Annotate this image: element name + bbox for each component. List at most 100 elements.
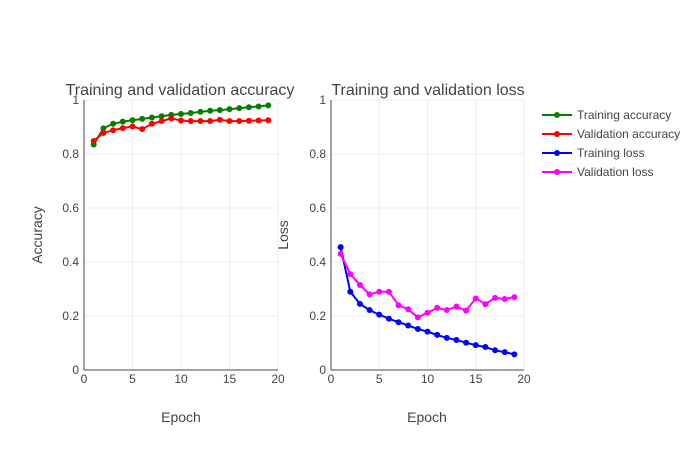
validation-accuracy-point (265, 117, 272, 124)
training-loss-point (337, 244, 344, 251)
validation-loss-point (405, 306, 412, 313)
accuracy-x-tick-label: 0 (81, 372, 88, 386)
accuracy-y-axis-label: Accuracy (29, 206, 45, 264)
validation-accuracy-point (207, 118, 214, 125)
training-accuracy-point (148, 114, 155, 121)
training-loss-point (492, 347, 499, 354)
accuracy-x-tick-label: 10 (174, 372, 188, 386)
validation-loss-point (511, 294, 518, 301)
validation-loss-point (434, 304, 441, 311)
legend-label: Validation loss (577, 165, 654, 179)
validation-accuracy-point (178, 117, 184, 124)
validation-loss-point (395, 302, 402, 309)
loss-y-axis-label: Loss (275, 220, 291, 250)
validation-accuracy-point (90, 138, 97, 145)
loss-x-tick-label: 15 (469, 372, 483, 386)
accuracy-x-tick-label: 5 (129, 372, 136, 386)
legend-swatch-marker (554, 169, 560, 175)
validation-accuracy-point (216, 116, 223, 123)
validation-loss-point (414, 314, 421, 321)
validation-accuracy-point (187, 118, 194, 125)
training-accuracy-point (129, 117, 136, 124)
training-loss-point (347, 288, 354, 295)
validation-accuracy-point (129, 123, 136, 130)
legend-item-validation-accuracy: Validation accuracy (542, 127, 680, 141)
accuracy-grid (84, 99, 279, 371)
training-loss-point (453, 337, 460, 344)
training-accuracy-point (139, 115, 146, 122)
accuracy-y-tick-label: 0 (72, 363, 79, 377)
validation-accuracy-point (255, 117, 262, 124)
training-loss-point (376, 311, 383, 318)
accuracy-y-tick-label: 0.8 (62, 147, 79, 161)
training-loss-point (405, 322, 412, 329)
validation-loss-point (337, 250, 344, 257)
validation-loss-point (385, 288, 392, 295)
training-loss-point (511, 351, 518, 358)
accuracy-y-tick-label: 1 (72, 93, 79, 107)
validation-loss-point (356, 281, 363, 288)
validation-loss-point (472, 295, 479, 302)
accuracy-y-tick-label: 0.6 (62, 201, 79, 215)
training-loss-point (424, 328, 431, 335)
validation-accuracy-point (236, 118, 243, 125)
validation-loss-point (424, 309, 431, 316)
loss-y-tick-label: 0.6 (309, 201, 326, 215)
training-loss-point (414, 325, 421, 332)
validation-loss-point (443, 307, 450, 314)
validation-accuracy-point (197, 118, 204, 125)
training-loss-series (337, 244, 518, 358)
legend-swatch-marker (554, 112, 560, 118)
training-loss-point (395, 319, 402, 326)
accuracy-x-axis-label: Epoch (161, 409, 201, 425)
training-loss-point (434, 331, 441, 338)
validation-loss-point (492, 294, 499, 301)
validation-accuracy-point (110, 127, 117, 134)
validation-loss-point (463, 307, 470, 314)
training-accuracy-point (236, 105, 243, 112)
loss-y-tick-label: 0 (319, 363, 326, 377)
legend-swatch-marker (554, 150, 560, 156)
validation-accuracy-point (100, 129, 107, 136)
training-accuracy-point (100, 125, 107, 132)
training-loss-point (366, 307, 373, 314)
validation-loss-point (376, 288, 383, 295)
validation-loss-series (337, 250, 518, 321)
training-loss-point (463, 339, 470, 346)
validation-loss-point (347, 271, 354, 278)
validation-accuracy-point (139, 126, 146, 133)
training-loss-point (501, 349, 508, 356)
legend-label: Training accuracy (577, 108, 671, 122)
legend-item-validation-loss: Validation loss (542, 165, 654, 179)
legend-label: Validation accuracy (577, 127, 680, 141)
training-accuracy-point (110, 120, 117, 127)
chart-legend: Training accuracy Validation accuracy Trai… (542, 108, 680, 179)
training-loss-point (385, 315, 392, 322)
training-accuracy-point (187, 109, 194, 116)
training-loss-point (443, 334, 450, 341)
loss-chart-title: Training and validation loss (331, 82, 524, 99)
loss-y-tick-label: 0.8 (309, 147, 326, 161)
validation-loss-point (501, 295, 508, 302)
loss-x-tick-label: 10 (421, 372, 435, 386)
validation-accuracy-point (245, 117, 252, 124)
loss-y-tick-label: 0.2 (309, 309, 326, 323)
training-accuracy-point (158, 113, 165, 120)
loss-y-tick-label: 0.4 (309, 255, 326, 269)
training-accuracy-point (207, 107, 214, 114)
validation-accuracy-point (119, 125, 126, 132)
validation-accuracy-point (226, 118, 233, 125)
accuracy-y-tick-label: 0.4 (62, 255, 79, 269)
training-accuracy-point (178, 111, 184, 118)
loss-x-tick-label: 5 (376, 372, 383, 386)
training-accuracy-point (245, 104, 252, 111)
legend-label: Training loss (577, 146, 645, 160)
validation-accuracy-point (168, 115, 175, 122)
validation-accuracy-point (158, 118, 165, 125)
training-accuracy-point (119, 118, 126, 125)
loss-x-tick-label: 20 (517, 372, 531, 386)
validation-loss-point (366, 291, 373, 298)
validation-accuracy-series (90, 115, 272, 145)
